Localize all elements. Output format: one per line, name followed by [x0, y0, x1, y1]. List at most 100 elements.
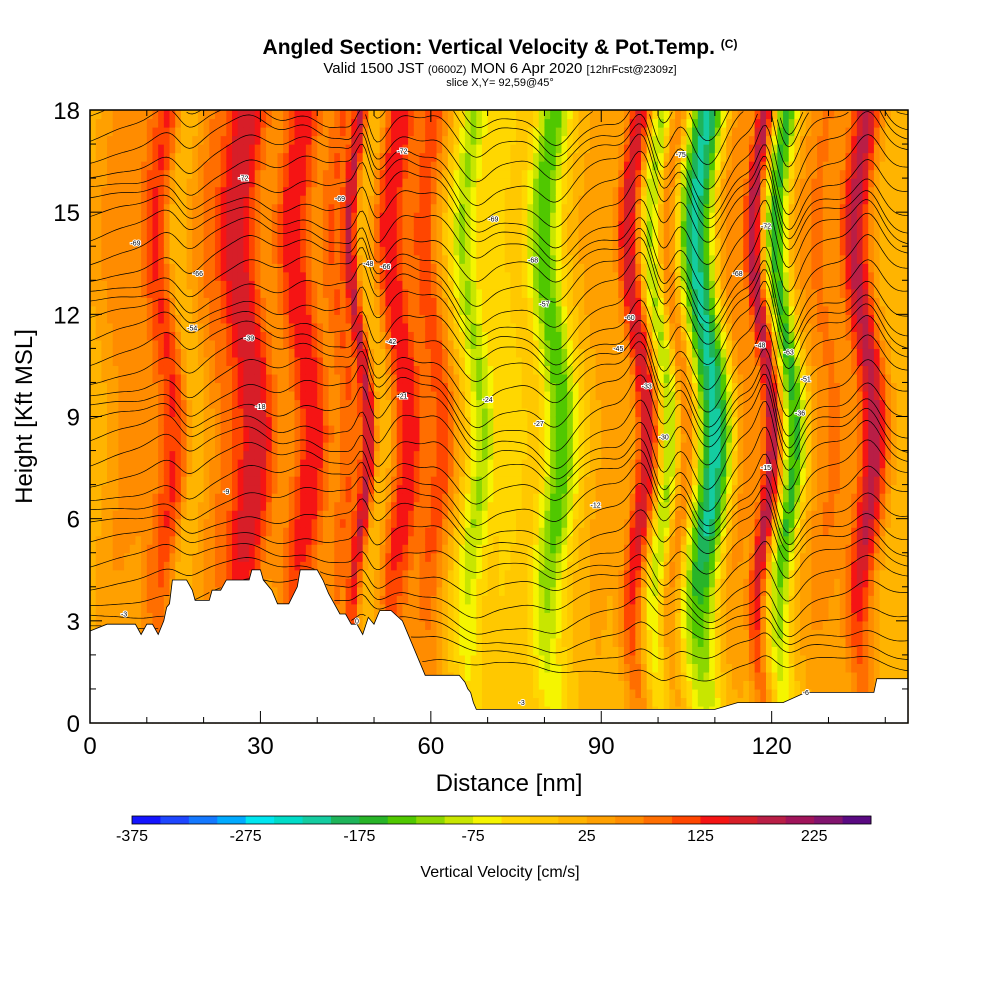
field-cell: [317, 365, 324, 375]
field-cell: [339, 152, 347, 162]
field-cell: [118, 110, 125, 120]
field-cell: [237, 331, 244, 341]
field-cell: [402, 348, 409, 358]
field-cell: [430, 152, 438, 162]
field-cell: [152, 305, 159, 315]
field-cell: [470, 322, 477, 332]
field-cell: [197, 110, 205, 120]
field-cell: [260, 161, 267, 171]
field-cell: [447, 586, 455, 596]
field-cell: [266, 161, 273, 171]
field-cell: [124, 612, 131, 622]
field-cell: [300, 152, 307, 162]
field-cell: [112, 161, 120, 171]
field-cell: [305, 144, 313, 154]
field-cell: [464, 484, 472, 494]
field-cell: [453, 552, 460, 562]
field-cell: [464, 263, 472, 273]
field-cell: [442, 365, 449, 375]
field-cell: [254, 288, 262, 298]
field-cell: [277, 407, 284, 418]
field-cell: [271, 484, 279, 494]
field-cell: [277, 220, 284, 230]
field-cell: [220, 246, 227, 256]
field-cell: [311, 356, 318, 367]
field-cell: [271, 203, 279, 213]
field-cell: [442, 561, 449, 571]
field-cell: [101, 416, 108, 426]
field-cell: [118, 127, 125, 137]
field-cell: [101, 510, 108, 520]
field-cell: [396, 356, 404, 367]
field-cell: [413, 339, 421, 349]
field-cell: [356, 280, 364, 290]
field-cell: [368, 280, 375, 290]
field-cell: [220, 527, 227, 537]
field-cell: [186, 237, 193, 247]
field-cell: [419, 552, 426, 562]
field-cell: [470, 416, 477, 426]
field-cell: [135, 254, 142, 264]
field-cell: [328, 297, 335, 307]
field-cell: [402, 220, 409, 230]
field-cell: [277, 399, 284, 409]
field-cell: [129, 178, 137, 188]
field-cell: [260, 178, 267, 188]
field-cell: [430, 229, 438, 239]
field-cell: [209, 314, 216, 324]
field-cell: [459, 569, 466, 579]
field-cell: [425, 186, 432, 196]
field-cell: [95, 348, 102, 358]
field-cell: [129, 212, 137, 222]
field-cell: [339, 373, 347, 384]
field-cell: [334, 442, 341, 452]
field-cell: [351, 382, 358, 392]
field-cell: [169, 407, 176, 418]
field-cell: [90, 552, 97, 562]
field-cell: [356, 595, 364, 605]
field-cell: [481, 671, 489, 682]
field-cell: [107, 569, 114, 579]
field-cell: [305, 348, 313, 358]
field-cell: [351, 552, 358, 562]
field-cell: [459, 263, 466, 273]
field-cell: [374, 535, 381, 545]
field-cell: [436, 203, 443, 213]
field-cell: [209, 373, 216, 384]
field-cell: [453, 612, 460, 622]
field-cell: [90, 280, 97, 290]
field-cell: [232, 280, 239, 290]
field-cell: [317, 339, 324, 349]
field-cell: [107, 390, 114, 401]
field-cell: [402, 280, 409, 290]
field-cell: [453, 501, 460, 511]
field-cell: [237, 144, 244, 154]
field-cell: [385, 263, 392, 273]
field-cell: [277, 161, 284, 171]
field-cell: [175, 552, 182, 562]
field-cell: [402, 382, 409, 392]
field-cell: [311, 399, 318, 409]
field-cell: [351, 612, 358, 622]
field-cell: [203, 144, 210, 154]
field-cell: [391, 467, 398, 477]
field-cell: [124, 518, 131, 528]
field-cell: [447, 297, 455, 307]
field-cell: [396, 288, 404, 298]
field-cell: [118, 535, 125, 545]
field-cell: [351, 127, 358, 137]
field-cell: [470, 348, 477, 358]
field-cell: [260, 348, 267, 358]
field-cell: [152, 135, 159, 145]
field-cell: [124, 322, 131, 332]
field-cell: [260, 263, 267, 273]
field-cell: [203, 535, 210, 545]
field-cell: [209, 365, 216, 375]
field-cell: [334, 118, 341, 128]
field-cell: [345, 314, 352, 324]
field-cell: [322, 203, 330, 213]
field-cell: [146, 586, 154, 596]
field-cell: [447, 246, 455, 256]
field-cell: [209, 195, 216, 205]
field-cell: [249, 314, 256, 324]
